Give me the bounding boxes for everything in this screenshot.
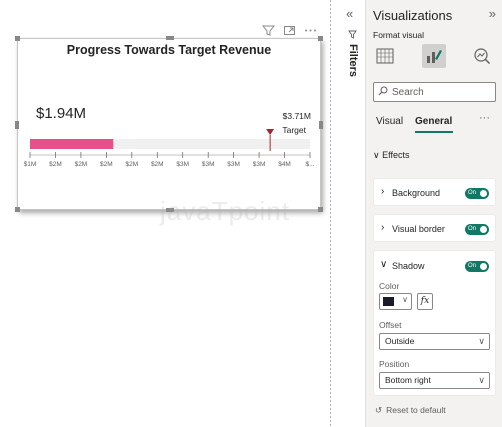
funnel-outline-icon: [348, 30, 357, 42]
gauge-visual[interactable]: Progress Towards Target Revenue $1.94M $…: [15, 36, 323, 212]
background-toggle[interactable]: On: [465, 188, 489, 199]
gauge-tick-label: $1M: [24, 161, 37, 168]
gauge-value-bar: [30, 139, 114, 149]
gauge-tick-label: $3M: [253, 161, 266, 168]
target-value-label: $3.71M: [282, 111, 311, 121]
gauge-tick-label: $4M: [278, 161, 291, 168]
target-text-label: Target: [282, 125, 306, 135]
search-placeholder: Search: [392, 86, 424, 98]
pane-title: Visualizations: [373, 8, 453, 23]
visual-border-toggle[interactable]: On: [465, 224, 489, 235]
filters-pane-collapsed[interactable]: « Filters: [336, 0, 366, 427]
gauge-tick-label: $2M: [151, 161, 164, 168]
chevron-down-icon: ∨: [402, 295, 408, 304]
analytics-icon[interactable]: [470, 44, 494, 68]
gauge-tick-label: $3M: [202, 161, 215, 168]
reset-to-default-button[interactable]: ↺ Reset to default: [375, 405, 446, 416]
offset-value: Outside: [385, 336, 415, 346]
tab-general[interactable]: General: [415, 116, 453, 127]
shadow-toggle[interactable]: On: [465, 261, 489, 272]
gauge-tick-label: $2M: [75, 161, 88, 168]
color-picker[interactable]: ∨: [379, 293, 412, 310]
conditional-format-button[interactable]: fx: [417, 293, 433, 310]
reset-icon: ↺: [375, 405, 383, 415]
position-select[interactable]: Bottom right ∨: [379, 372, 490, 389]
visual-border-label: Visual border: [392, 224, 445, 234]
collapse-filters-icon[interactable]: «: [346, 6, 354, 21]
effects-section-header[interactable]: ∨ Effects: [373, 150, 409, 161]
more-options-icon[interactable]: [304, 24, 317, 37]
selected-tab-indicator: [415, 131, 453, 133]
resize-handle[interactable]: [319, 121, 323, 129]
background-label: Background: [392, 188, 441, 198]
filter-icon[interactable]: [261, 24, 276, 37]
tab-visual[interactable]: Visual: [376, 116, 404, 127]
visual-border-card[interactable]: › Visual border On: [373, 214, 496, 242]
pane-more-options-icon[interactable]: ···: [479, 112, 490, 124]
search-icon: [378, 86, 388, 99]
background-card[interactable]: › Background On: [373, 178, 496, 206]
gauge-tick-label: $3M: [227, 161, 240, 168]
offset-select[interactable]: Outside ∨: [379, 333, 490, 350]
chevron-down-icon[interactable]: ∨: [380, 259, 388, 270]
chevron-down-icon: ∨: [373, 150, 380, 160]
search-input[interactable]: Search: [373, 82, 496, 102]
focus-mode-icon[interactable]: [283, 24, 296, 37]
expand-pane-icon[interactable]: »: [488, 6, 496, 21]
format-visual-label: Format visual: [373, 30, 425, 40]
target-marker: [266, 129, 275, 135]
current-value-label: $1.94M: [36, 105, 87, 122]
chevron-down-icon: ∨: [478, 375, 485, 385]
color-label: Color: [379, 281, 400, 291]
resize-handle[interactable]: [166, 208, 174, 212]
resize-handle[interactable]: [15, 121, 19, 129]
shadow-label[interactable]: Shadow: [392, 261, 425, 271]
resize-handle[interactable]: [15, 207, 20, 212]
format-visual-icon[interactable]: [422, 44, 446, 68]
resize-handle[interactable]: [15, 36, 20, 41]
visualizations-pane: Visualizations » Format visual Search Vi…: [366, 0, 502, 427]
shadow-card: ∨ Shadow On: [373, 250, 496, 396]
position-value: Bottom right: [385, 375, 431, 385]
gauge-tick-label: $...: [305, 161, 314, 168]
filters-label[interactable]: Filters: [347, 44, 359, 78]
visual-header-toolbar: [261, 24, 317, 37]
gauge-tick-label: $2M: [125, 161, 138, 168]
position-label: Position: [379, 359, 410, 369]
chevron-right-icon: ›: [381, 222, 385, 233]
gauge-tick-label: $2M: [49, 161, 62, 168]
gauge-track: [30, 139, 310, 149]
gauge-tick-label: $3M: [176, 161, 189, 168]
gauge-chart: $1M $2M $2M $2M $2M $2M $3M $3M $3M $3M $4M $...: [24, 129, 315, 168]
chevron-down-icon: ∨: [478, 336, 485, 346]
build-visual-icon[interactable]: [373, 44, 397, 68]
chevron-right-icon: ›: [381, 186, 385, 197]
color-swatch: [383, 297, 394, 306]
resize-handle[interactable]: [166, 36, 174, 40]
chart-title: Progress Towards Target Revenue: [66, 43, 272, 57]
resize-handle[interactable]: [318, 36, 323, 41]
report-canvas: Progress Towards Target Revenue $1.94M $…: [15, 24, 323, 226]
resize-handle[interactable]: [318, 207, 323, 212]
reset-label: Reset to default: [386, 405, 446, 415]
watermark: javaTpoint: [160, 196, 290, 226]
effects-label: Effects: [382, 150, 410, 160]
gauge-tick-label: $2M: [100, 161, 113, 168]
offset-label: Offset: [379, 320, 402, 330]
canvas-edge-divider: [330, 0, 332, 427]
